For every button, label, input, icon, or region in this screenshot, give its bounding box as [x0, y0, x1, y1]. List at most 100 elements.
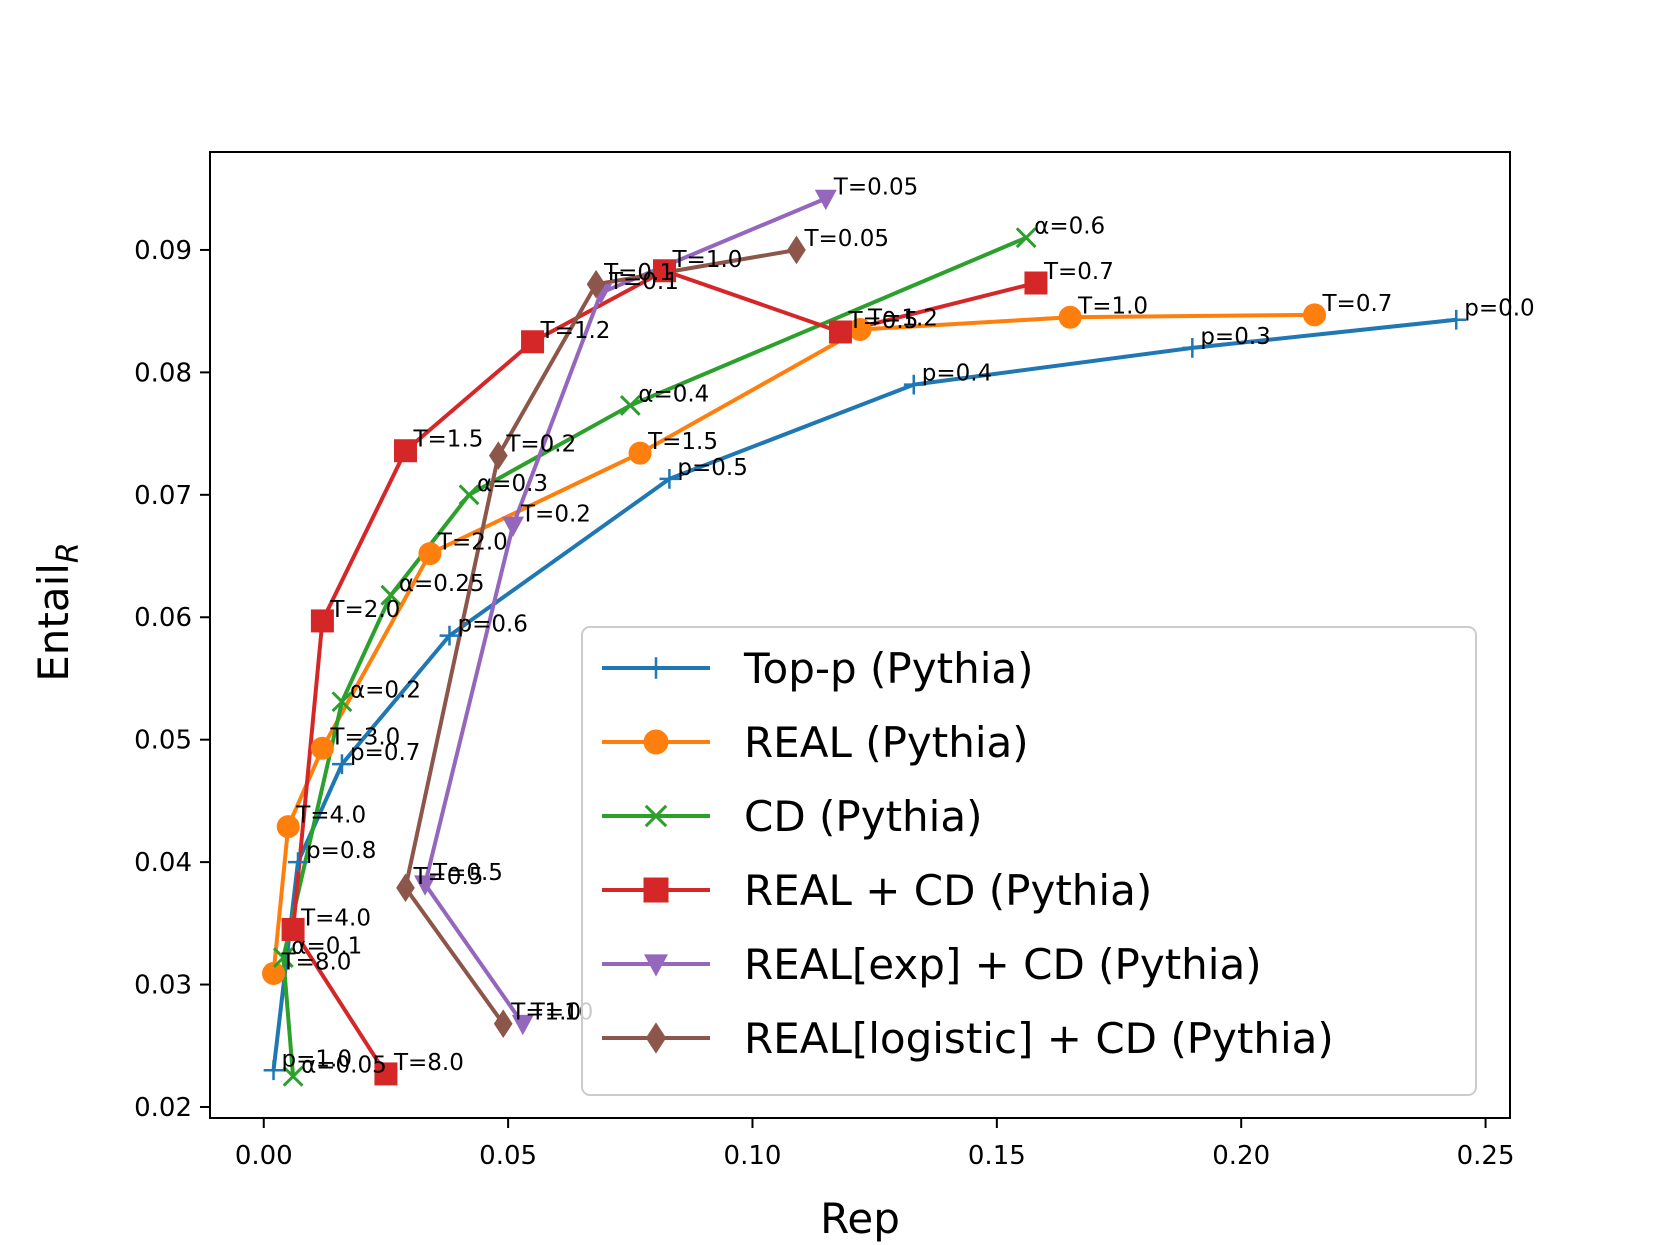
series-6-point-3-label: T=0.2 — [505, 432, 576, 458]
series-2-point-6-label: T=1.2 — [867, 306, 938, 332]
series-4-point-7-label: T=0.5 — [847, 308, 918, 334]
series-1-point-6 — [903, 374, 924, 395]
series-1-point-7-label: p=0.3 — [1200, 324, 1270, 350]
series-3-point-2-label: α=0.1 — [291, 934, 362, 960]
series-2-point-3-label: T=3.0 — [329, 724, 400, 750]
series-1-point-5-label: p=0.5 — [677, 455, 747, 481]
series-4-point-5 — [521, 330, 545, 354]
series-2-point-3 — [310, 736, 334, 760]
series-6-point-1-label: T=1.0 — [510, 1000, 581, 1026]
legend: Top-p (Pythia) REAL (Pythia) CD (Pythia) RE… — [581, 626, 1477, 1096]
series-2-point-5 — [628, 441, 652, 465]
series-1-point-2-label: p=0.8 — [306, 838, 376, 864]
series-4-point-6-label: T=1.0 — [672, 247, 743, 273]
series-3-point-6 — [619, 395, 641, 416]
series-4-point-1-label: T=8.0 — [393, 1050, 464, 1076]
series-3-point-4 — [380, 584, 402, 606]
legend-marker-4 — [643, 877, 669, 903]
series-3-point-7-label: α=0.6 — [1034, 214, 1105, 240]
series-4-point-3 — [310, 609, 334, 633]
series-6-point-2 — [396, 873, 415, 903]
series-1-point-1-label: p=1.0 — [282, 1046, 352, 1072]
series-6-point-2-label: T=0.5 — [412, 864, 483, 890]
plot-frame — [209, 151, 1511, 1119]
series-3-point-3-label: α=0.2 — [350, 678, 421, 704]
series-5-point-1 — [511, 1014, 534, 1036]
y-tick-label: 0.06 — [134, 603, 192, 633]
plot-area — [209, 151, 1511, 1119]
series-4-point-6 — [653, 259, 677, 283]
series-4-point-5-label: T=1.2 — [540, 318, 611, 344]
series-2-point-2-label: T=4.0 — [295, 803, 366, 829]
series-3-point-6-label: α=0.4 — [638, 381, 709, 407]
legend-label-3: CD (Pythia) — [744, 792, 982, 841]
series-5-point-3 — [502, 516, 525, 537]
x-tick-label: 0.20 — [1212, 1141, 1270, 1171]
point-labels: p=1.0 p=0.8 p=0.7 p=0.6 p=0.5 p=0.4 p=0.3 p=0.0… — [281, 175, 1535, 1079]
series-5-point-2-label: T=0.5 — [432, 860, 503, 886]
series-4-point-2 — [281, 917, 305, 941]
series-3-point-7 — [1015, 227, 1037, 249]
series-3-point-5 — [458, 484, 480, 506]
x-tick-label: 0.25 — [1457, 1141, 1515, 1171]
series-5-point-2 — [414, 875, 437, 896]
series-6-point-3 — [488, 441, 508, 470]
series-4-point-2-label: T=4.0 — [300, 905, 371, 931]
legend-label-6: REAL[logistic] + CD (Pythia) — [744, 1014, 1334, 1063]
series-1-point-6-label: p=0.4 — [922, 361, 992, 387]
series-3-point-1-label: α=0.05 — [301, 1052, 387, 1078]
legend-label-2: REAL (Pythia) — [744, 718, 1029, 767]
series-3-point-3 — [331, 691, 353, 713]
y-tick-label: 0.08 — [134, 358, 192, 388]
series-1-point-4 — [439, 625, 460, 646]
y-axis-title: EntailR — [29, 542, 86, 682]
legend-marker-6 — [645, 1022, 667, 1054]
y-tick-label: 0.03 — [134, 971, 192, 1001]
x-tick-label: 0.00 — [235, 1141, 293, 1171]
series-2-point-7 — [1058, 305, 1082, 329]
y-tick-label: 0.09 — [134, 236, 192, 266]
series-1-point-5 — [659, 468, 680, 489]
series-4-point-3-label: T=2.0 — [329, 597, 400, 623]
series-5-point-3-label: T=0.2 — [520, 501, 591, 527]
series-6-point-4 — [586, 269, 606, 299]
series-4-point-4-label: T=1.5 — [412, 427, 483, 453]
series-line-4 — [291, 268, 1037, 1076]
series-2-point-4 — [418, 542, 442, 566]
series-2-point-8-label: T=0.7 — [1322, 291, 1393, 317]
series-5-point-5 — [814, 189, 837, 211]
series-2-point-1 — [262, 962, 286, 986]
series-line-1 — [271, 317, 1457, 1071]
series-4-point-8 — [1024, 271, 1048, 295]
series-1-point-8 — [1446, 309, 1467, 330]
series-3-point-1 — [282, 1065, 304, 1087]
series-4-point-8-label: T=0.7 — [1043, 259, 1114, 285]
series-2-point-1-label: T=8.0 — [281, 950, 352, 976]
x-tick-label: 0.15 — [968, 1141, 1026, 1171]
series-1-point-3-label: p=0.7 — [350, 740, 420, 766]
series-4-point-7 — [828, 320, 852, 344]
series-6-point-5-label: T=0.05 — [803, 226, 889, 252]
y-axis-title-subscript: R — [51, 542, 86, 563]
series-line-2 — [271, 312, 1315, 974]
legend-label-5: REAL[exp] + CD (Pythia) — [744, 940, 1262, 989]
series-1-point-2 — [288, 852, 308, 873]
series-1-point-1 — [263, 1060, 284, 1081]
y-tick-label: 0.02 — [134, 1093, 192, 1123]
series-6-point-4-label: T=0.1 — [603, 260, 674, 286]
y-axis-title-main: Entail — [29, 563, 78, 682]
y-tick-label: 0.04 — [134, 848, 192, 878]
series-1-point-8-label: p=0.0 — [1464, 296, 1534, 322]
legend-label-4: REAL + CD (Pythia) — [744, 866, 1152, 915]
x-axis-title: Rep — [820, 1194, 900, 1243]
legend-marker-5 — [644, 954, 668, 977]
legend-label-1: Top-p (Pythia) — [743, 644, 1034, 693]
series-5-point-5-label: T=0.05 — [833, 175, 919, 201]
series-2-point-2 — [276, 815, 300, 839]
y-tick-label: 0.05 — [134, 726, 192, 756]
series-4-point-4 — [393, 439, 417, 463]
series-2-point-8 — [1303, 303, 1327, 327]
legend-marker-2 — [643, 729, 669, 755]
legend-marker-3 — [644, 804, 668, 828]
